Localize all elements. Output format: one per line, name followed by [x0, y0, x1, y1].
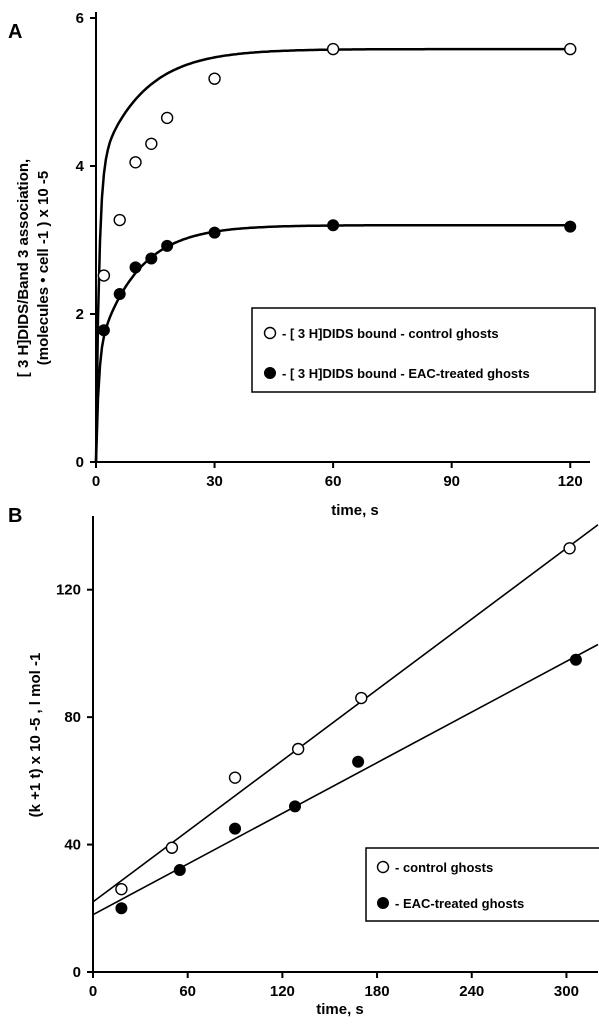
- panel-b-x-tick-label: 120: [270, 983, 295, 1000]
- panel-a-point-eac: [129, 261, 142, 274]
- panel-b-y-tick-label: 80: [64, 709, 81, 726]
- panel-a-x-tick-label: 120: [558, 473, 583, 490]
- panel-a-legend-box: [251, 307, 596, 393]
- panel-b-chart: B (k +1 t) x 10 -5 , l mol -1 0 60 120 180 2…: [8, 505, 599, 1018]
- panel-b-point-control: [115, 882, 128, 896]
- panel-b-y-tick-label: 120: [56, 582, 81, 599]
- panel-b-legend-label-eac: - EAC-treated ghosts: [395, 896, 524, 911]
- panel-a-legend-label-control: - [ 3 H]DIDS bound - control ghosts: [282, 326, 499, 341]
- panel-b-point-control: [165, 841, 179, 854]
- panel-b-point-control: [563, 542, 576, 555]
- panel-a-curve-control: [94, 47, 571, 463]
- panel-a-chart: A [ 3 H]DIDS/Band 3 association, (molecu…: [8, 10, 596, 519]
- panel-a-point-control: [113, 213, 126, 227]
- panel-b-letter: B: [8, 505, 22, 527]
- panel-a-point-control: [208, 72, 221, 85]
- panel-b-point-eac: [229, 822, 242, 835]
- panel-a-point-eac: [97, 324, 110, 337]
- panel-a-point-control: [97, 269, 111, 282]
- panel-b-legend-label-control: - control ghosts: [395, 860, 493, 875]
- panel-a-y-tick-label: 6: [76, 10, 84, 27]
- panel-b-point-control: [228, 771, 242, 784]
- panel-a-y-axis-title-line2: (molecules • cell -1 ) x 10 -5: [35, 171, 52, 366]
- panel-a-x-tick-label: 90: [443, 473, 460, 490]
- panel-a-point-eac: [327, 219, 340, 232]
- panel-b-y-axis-title: (k +1 t) x 10 -5 , l mol -1: [27, 653, 44, 818]
- panel-b-point-eac: [115, 902, 128, 915]
- panel-a-point-eac: [161, 239, 174, 252]
- panel-a-legend-marker-control: [263, 326, 277, 340]
- panel-b-legend-box: [365, 847, 599, 922]
- panel-a-point-control: [129, 156, 142, 169]
- panel-b-point-control: [291, 742, 305, 756]
- panel-b-y-tick-label: 0: [73, 964, 81, 981]
- panel-b-x-tick-label: 180: [365, 983, 390, 1000]
- panel-a-letter: A: [8, 21, 22, 43]
- panel-a-point-control: [326, 42, 340, 56]
- panel-a-legend: - [ 3 H]DIDS bound - control ghosts - [ …: [251, 307, 596, 393]
- panel-b-legend: - control ghosts - EAC-treated ghosts: [365, 847, 599, 922]
- panel-b-point-eac: [352, 755, 365, 768]
- panel-a-y-tick-label: 4: [76, 158, 85, 175]
- panel-b-x-axis-title: time, s: [316, 1001, 364, 1018]
- panel-b-x-tick-label: 60: [179, 983, 196, 1000]
- panel-a-legend-label-eac: - [ 3 H]DIDS bound - EAC-treated ghosts: [282, 366, 530, 381]
- panel-a-x-tick-label: 60: [325, 473, 342, 490]
- panel-b-point-eac: [173, 864, 186, 877]
- panel-a-x-axis-title: time, s: [331, 502, 379, 519]
- panel-a-y-tick-label: 2: [76, 306, 84, 323]
- panel-a-point-control: [160, 111, 174, 125]
- panel-a-point-control: [145, 137, 158, 151]
- panel-b-x-tick-label: 240: [459, 983, 484, 1000]
- panel-b-point-eac: [289, 800, 301, 813]
- panel-a-point-eac: [145, 252, 158, 265]
- panel-a-point-eac: [113, 288, 126, 301]
- panel-b-point-control: [355, 691, 368, 705]
- panel-b-x-tick-label: 0: [89, 983, 97, 1000]
- panel-a-y-tick-label: 0: [76, 454, 84, 471]
- panel-a-x-tick-label: 0: [92, 473, 100, 490]
- panel-b-x-tick-label: 300: [554, 983, 579, 1000]
- panel-a-x-tick-label: 30: [206, 473, 223, 490]
- panel-a-legend-marker-eac: [264, 367, 276, 379]
- panel-b-legend-marker-control: [376, 860, 390, 874]
- panel-b-y-tick-label: 40: [64, 837, 81, 854]
- panel-a-y-axis-title-line1: [ 3 H]DIDS/Band 3 association,: [15, 159, 32, 377]
- panel-a-point-control: [564, 42, 577, 56]
- panel-a-point-eac: [208, 226, 221, 239]
- panel-b-legend-marker-eac: [377, 897, 389, 909]
- panel-b-point-eac: [569, 653, 582, 666]
- panel-a-point-eac: [564, 220, 577, 233]
- panel-b-fit-line-control: [92, 524, 599, 903]
